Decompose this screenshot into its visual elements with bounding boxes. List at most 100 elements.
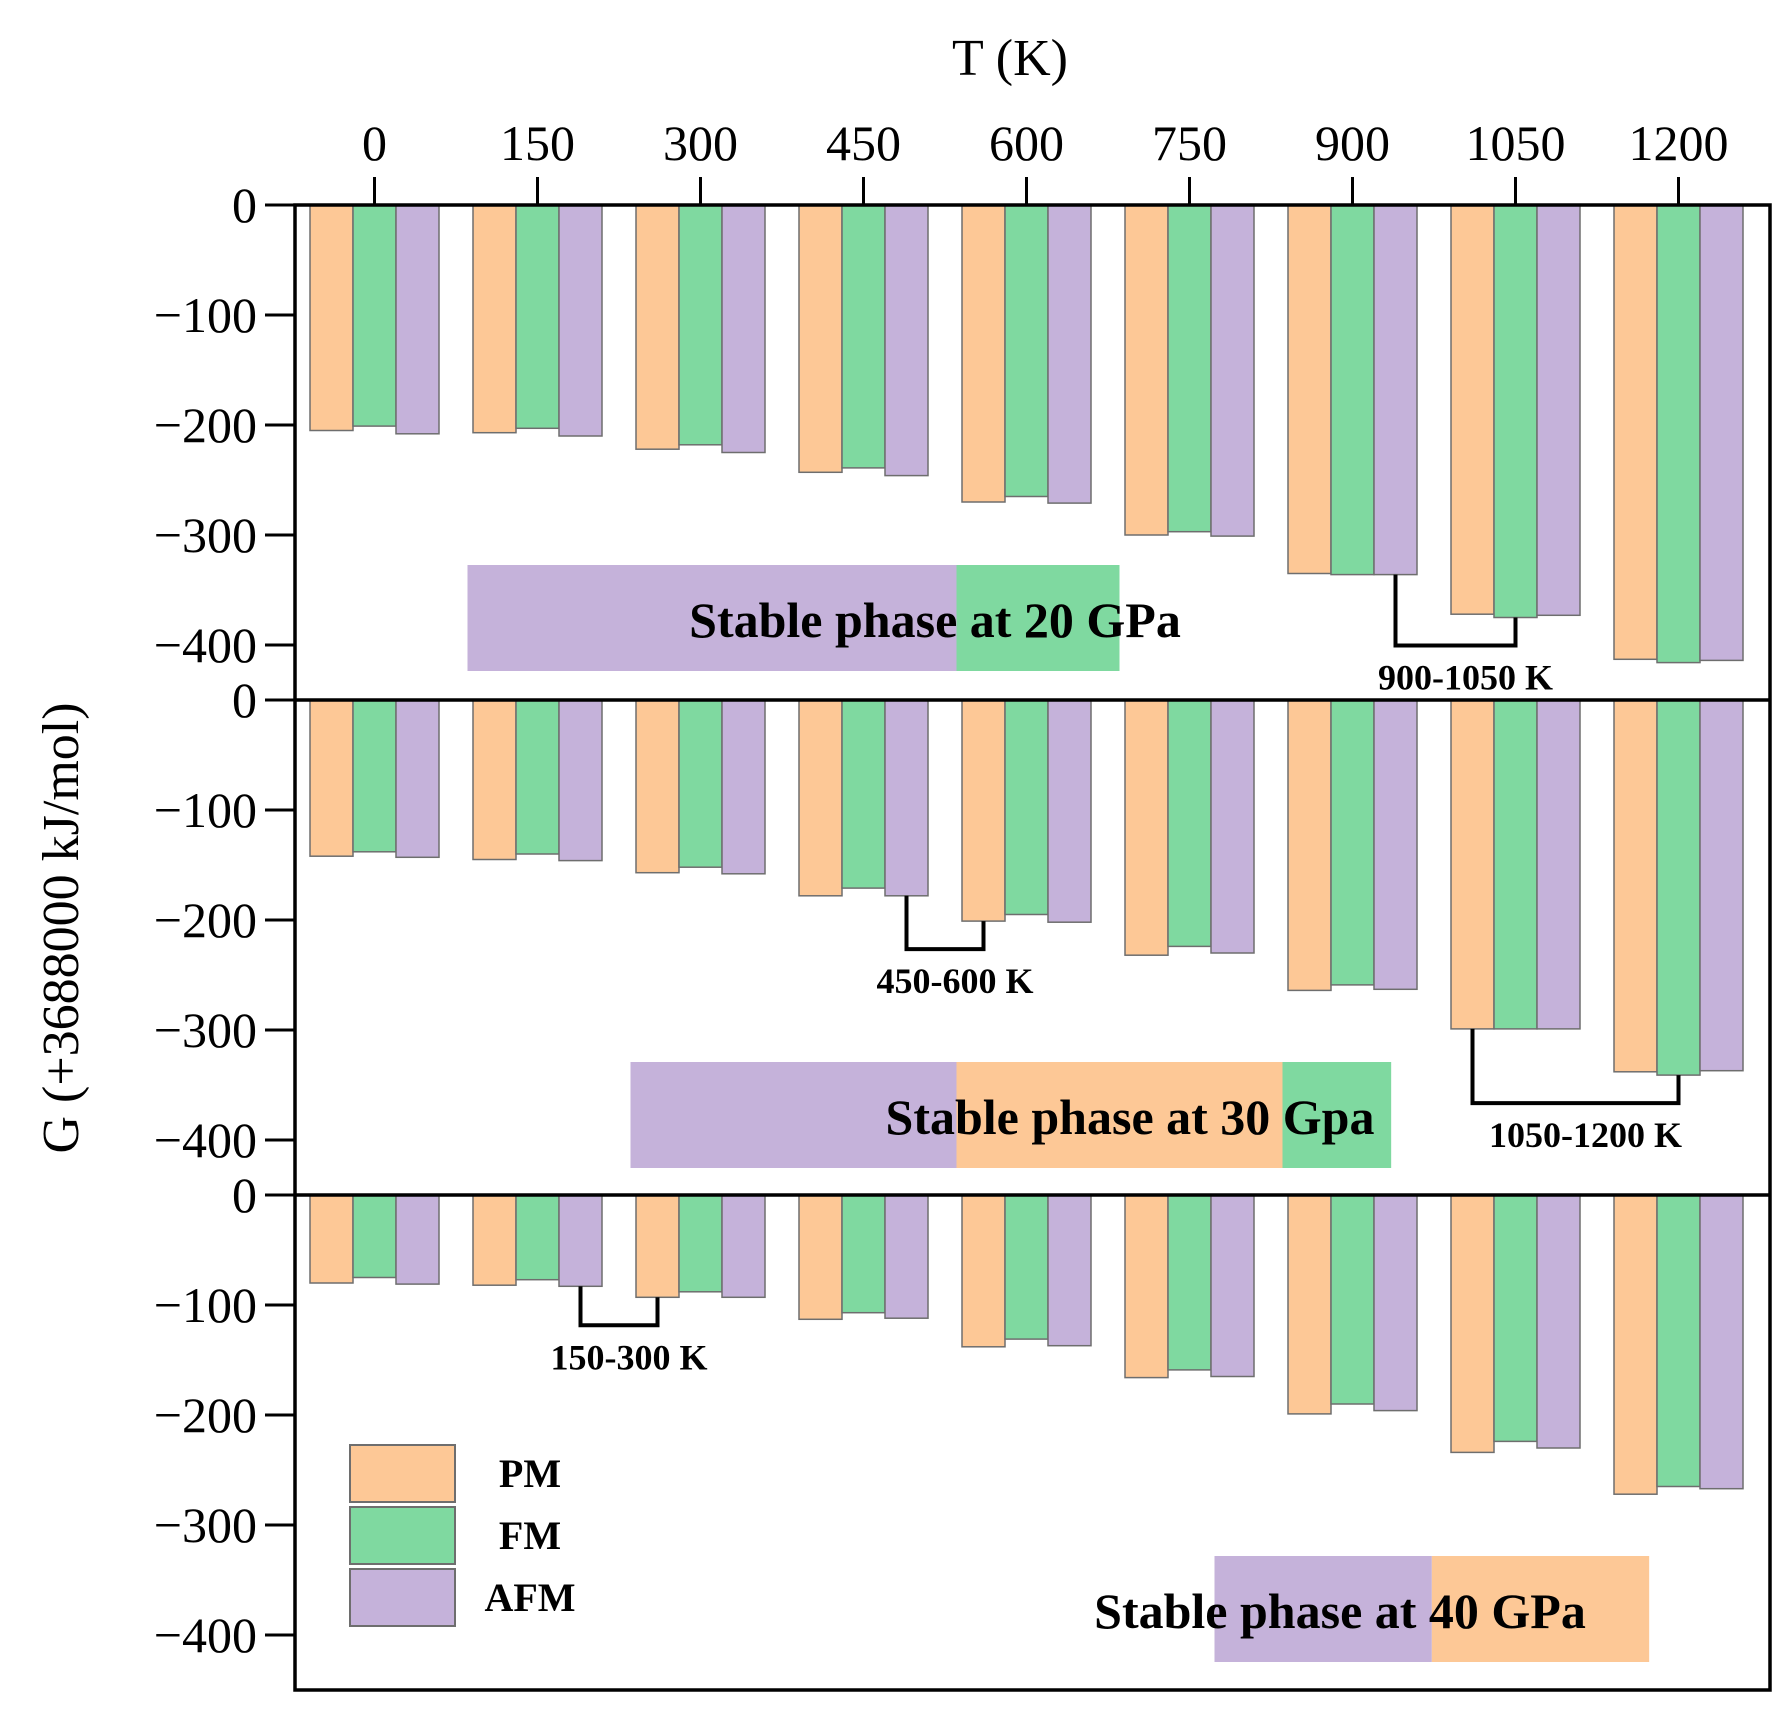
y-tick-label: −400 (154, 1607, 257, 1663)
banner-segment-afm (630, 1062, 957, 1168)
bar-afm-150 (558, 1194, 603, 1288)
bar-pm-1200 (1613, 204, 1658, 661)
bar-fm-150 (515, 204, 560, 430)
bar-pm-300 (635, 699, 680, 874)
bar-afm-900 (1373, 699, 1418, 991)
x-axis-title: T (K) (952, 30, 1068, 87)
bar-pm-600 (961, 204, 1006, 503)
bar-fm-900 (1330, 699, 1375, 986)
y-tick-label: 0 (232, 177, 257, 233)
y-tick-label: −300 (154, 507, 257, 563)
bar-afm-900 (1373, 1194, 1418, 1412)
bar-fm-750 (1167, 1194, 1212, 1371)
legend-swatch-pm (349, 1444, 456, 1503)
bar-fm-900 (1330, 204, 1375, 576)
bar-afm-750 (1210, 699, 1255, 954)
y-tick-label: 0 (232, 672, 257, 728)
bar-afm-1050 (1536, 204, 1581, 617)
bar-fm-1200 (1656, 699, 1701, 1076)
bar-afm-300 (721, 204, 766, 454)
x-tick-label: 1050 (1466, 115, 1566, 171)
bar-afm-600 (1047, 1194, 1092, 1347)
bar-fm-1050 (1493, 1194, 1538, 1443)
bar-pm-0 (309, 699, 354, 857)
bar-pm-1200 (1613, 1194, 1658, 1495)
y-axis-title: G (+3688000 kJ/mol) (33, 702, 90, 1153)
bar-fm-0 (352, 699, 397, 853)
bar-afm-750 (1210, 1194, 1255, 1378)
y-tick-label: −100 (154, 287, 257, 343)
bar-afm-300 (721, 699, 766, 875)
bar-fm-1050 (1493, 204, 1538, 619)
bar-pm-600 (961, 699, 1006, 922)
legend-label-afm: AFM (484, 1575, 575, 1620)
annotation-bracket (1393, 574, 1518, 648)
bar-afm-900 (1373, 204, 1418, 576)
bar-fm-300 (678, 699, 723, 868)
bar-pm-900 (1287, 204, 1332, 575)
y-tick-label: −200 (154, 1387, 257, 1443)
y-tick-label: −100 (154, 782, 257, 838)
y-tick-label: −300 (154, 1002, 257, 1058)
bar-pm-150 (472, 699, 517, 861)
bar-afm-0 (395, 204, 440, 435)
bar-fm-150 (515, 699, 560, 855)
bar-afm-450 (884, 699, 929, 897)
bar-afm-1050 (1536, 699, 1581, 1030)
bar-fm-300 (678, 204, 723, 446)
banner-segment-pm (1431, 1556, 1650, 1662)
bar-afm-450 (884, 204, 929, 477)
bar-afm-0 (395, 699, 440, 859)
bar-pm-750 (1124, 204, 1169, 536)
y-tick-label: −400 (154, 617, 257, 673)
bar-afm-150 (558, 204, 603, 437)
annotation-bracket (1470, 1028, 1681, 1106)
annotation-bracket (904, 895, 986, 952)
bar-pm-1050 (1450, 204, 1495, 615)
x-tick-label: 450 (826, 115, 901, 171)
y-tick-label: −100 (154, 1277, 257, 1333)
bar-pm-900 (1287, 699, 1332, 992)
annotation-label: 1050-1200 K (1489, 1115, 1682, 1155)
y-tick-label: −200 (154, 397, 257, 453)
bar-afm-750 (1210, 204, 1255, 537)
plot-frame (293, 203, 1772, 1692)
bar-afm-600 (1047, 204, 1092, 504)
banner-segment-afm (1214, 1556, 1432, 1662)
bar-fm-1050 (1493, 699, 1538, 1030)
bar-pm-600 (961, 1194, 1006, 1348)
bar-afm-0 (395, 1194, 440, 1285)
y-tick-label: −400 (154, 1112, 257, 1168)
x-tick-label: 300 (663, 115, 738, 171)
x-tick-label: 900 (1315, 115, 1390, 171)
bar-fm-750 (1167, 699, 1212, 948)
x-tick-label: 1200 (1629, 115, 1729, 171)
bar-pm-150 (472, 204, 517, 434)
bar-afm-300 (721, 1194, 766, 1299)
bar-fm-300 (678, 1194, 723, 1293)
bar-fm-600 (1004, 699, 1049, 916)
bar-afm-1200 (1699, 204, 1744, 662)
annotation-bracket (578, 1286, 660, 1328)
bar-fm-450 (841, 204, 886, 469)
legend-label-fm: FM (499, 1513, 561, 1558)
x-tick-label: 150 (500, 115, 575, 171)
bar-pm-450 (798, 1194, 843, 1321)
bar-pm-750 (1124, 1194, 1169, 1379)
y-tick-label: −200 (154, 892, 257, 948)
bar-pm-1200 (1613, 699, 1658, 1073)
banner-segment-fm (956, 565, 1120, 671)
bar-pm-900 (1287, 1194, 1332, 1415)
x-tick-label: 750 (1152, 115, 1227, 171)
annotation-label: 450-600 K (877, 961, 1034, 1001)
bar-pm-0 (309, 204, 354, 432)
bar-afm-1200 (1699, 699, 1744, 1072)
bar-fm-450 (841, 1194, 886, 1314)
bar-fm-0 (352, 1194, 397, 1279)
bar-pm-750 (1124, 699, 1169, 956)
legend-label-pm: PM (499, 1451, 561, 1496)
bar-pm-0 (309, 1194, 354, 1284)
bar-fm-150 (515, 1194, 560, 1281)
banner-label: Stable phase at 20 GPa (689, 592, 1181, 648)
